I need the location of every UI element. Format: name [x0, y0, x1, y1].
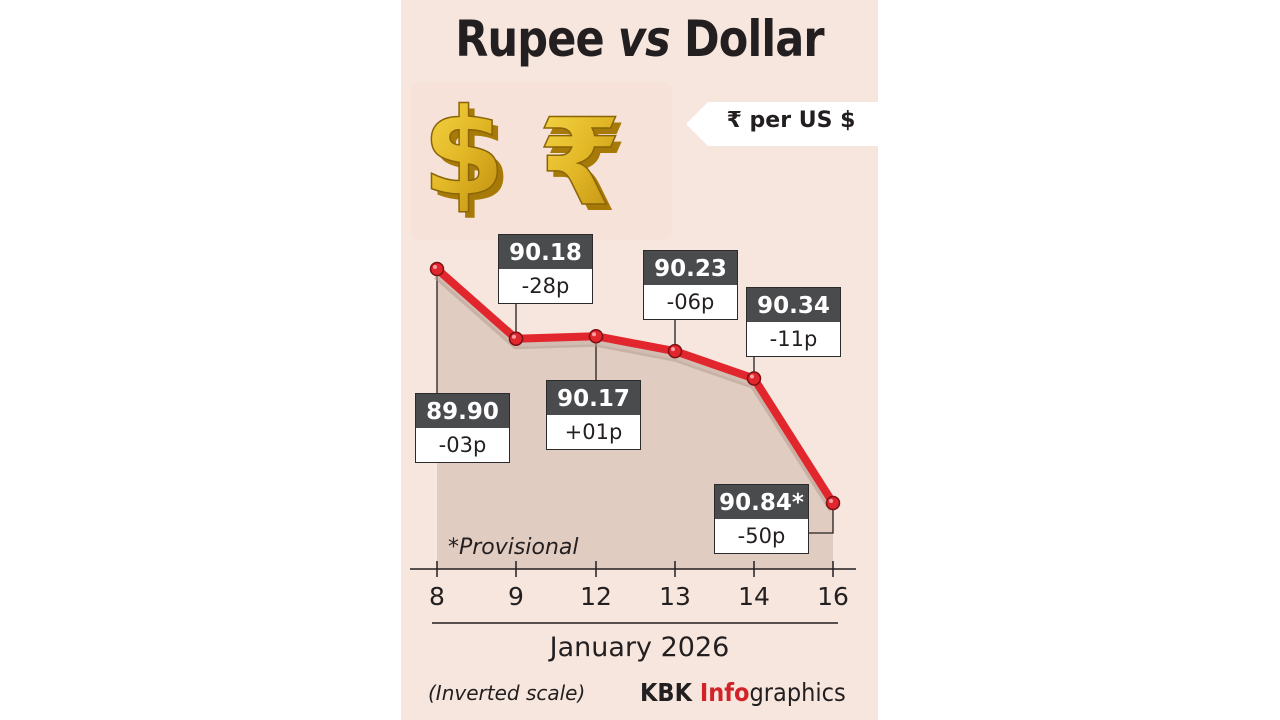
value-label-8: 89.90 — [416, 394, 509, 428]
data-point-highlight-13 — [671, 347, 675, 352]
provisional-note: *Provisional — [448, 535, 579, 560]
rupee-sign-icon: ₹ ₹ — [537, 93, 628, 239]
x-tick-label-13: 13 — [659, 582, 691, 611]
currency-illustration: $ $ ₹ ₹ — [421, 83, 628, 239]
x-tick-label-16: 16 — [817, 582, 849, 611]
value-label-box-12: 90.17 +01p — [546, 380, 641, 450]
svg-text:$: $ — [428, 90, 512, 229]
change-label-13: -06p — [666, 290, 715, 314]
currency-icons: $ $ ₹ ₹ — [410, 82, 672, 240]
connector-16 — [806, 503, 834, 534]
data-point-16 — [825, 495, 841, 511]
unit-label: ₹ per US $ — [726, 108, 856, 133]
data-point-highlight-8 — [433, 265, 437, 269]
data-point-highlight-14 — [750, 374, 754, 379]
value-label-16: 90.84* — [715, 485, 808, 519]
value-label-box-16: 90.84* -50p — [714, 484, 809, 554]
data-point-12 — [588, 328, 604, 344]
svg-text:₹: ₹ — [544, 100, 628, 239]
x-axis-label: January 2026 — [549, 632, 730, 663]
value-label-13: 90.23 — [644, 251, 737, 285]
inverted-scale-note: (Inverted scale) — [428, 681, 586, 705]
series-line — [433, 265, 837, 507]
svg-text:$: $ — [422, 84, 506, 223]
x-tick-label-12: 12 — [580, 582, 612, 611]
data-point-highlight-9 — [512, 334, 516, 339]
unit-tag — [686, 102, 878, 146]
dollar-sign-icon: $ $ — [421, 83, 512, 229]
change-label-14: -11p — [769, 327, 818, 351]
change-label-8: -03p — [438, 433, 487, 457]
value-label-box-14: 90.34 -11p — [746, 287, 841, 357]
data-point-9 — [508, 331, 524, 346]
change-label-16: -50p — [737, 524, 786, 548]
data-point-8 — [429, 261, 445, 277]
x-tick-label-9: 9 — [508, 582, 524, 611]
data-point-14 — [746, 371, 762, 386]
value-label-box-9: 90.18 -28p — [498, 234, 593, 304]
value-label-12: 90.17 — [547, 381, 640, 415]
x-tick-label-14: 14 — [738, 582, 770, 611]
change-label-12: +01p — [564, 420, 623, 444]
change-label-9: -28p — [521, 274, 570, 298]
data-point-highlight-12 — [592, 332, 596, 337]
value-label-9: 90.18 — [499, 235, 592, 269]
svg-text:₹: ₹ — [538, 94, 622, 233]
value-label-box-13: 90.23 -06p — [643, 250, 738, 320]
value-label-box-8: 89.90 -03p — [415, 393, 510, 463]
value-label-14: 90.34 — [747, 288, 840, 322]
x-tick-label-8: 8 — [429, 582, 445, 611]
data-point-highlight-16 — [829, 499, 833, 503]
chart-title: Rupee vs Dollar — [455, 10, 824, 68]
data-point-13 — [667, 343, 683, 359]
credit-logo: KBK Infographics — [640, 678, 846, 707]
